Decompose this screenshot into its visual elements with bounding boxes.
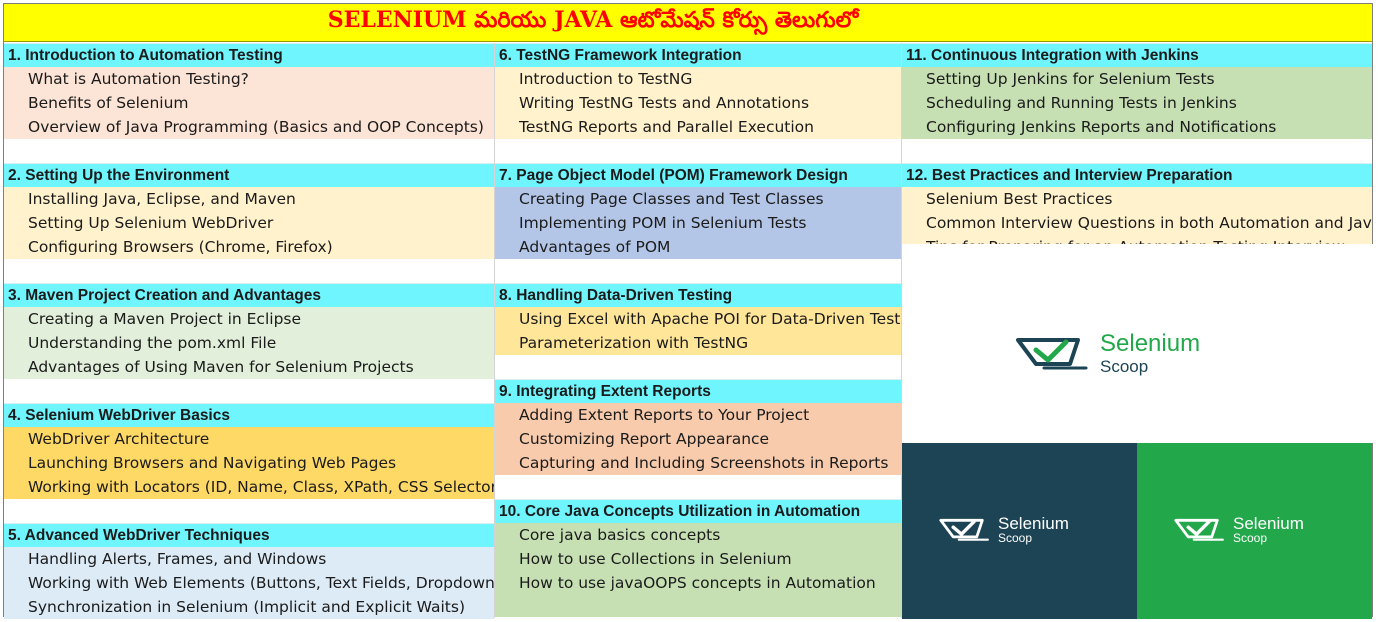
section-header: 10. Core Java Concepts Utilization in Au… [495, 499, 901, 523]
section-11: 11. Continuous Integration with Jenkins … [902, 43, 1372, 139]
list-item: Creating a Maven Project in Eclipse [4, 307, 494, 331]
section-5: 5. Advanced WebDriver Techniques Handlin… [4, 523, 494, 619]
list-item: Setting Up Selenium WebDriver [4, 211, 494, 235]
list-item: Writing TestNG Tests and Annotations [495, 91, 901, 115]
list-item: Setting Up Jenkins for Selenium Tests [902, 67, 1372, 91]
list-item: Installing Java, Eclipse, and Maven [4, 187, 494, 211]
selenium-check-icon [939, 518, 989, 541]
list-item: How to use javaOOPS concepts in Automati… [495, 571, 901, 595]
selenium-scoop-logo: Selenium Scoop [1014, 332, 1200, 375]
list-item: Introduction to TestNG [495, 67, 901, 91]
list-item: Benefits of Selenium [4, 91, 494, 115]
list-item: Capturing and Including Screenshots in R… [495, 451, 901, 475]
section-4: 4. Selenium WebDriver Basics WebDriver A… [4, 403, 494, 499]
list-item: Working with Web Elements (Buttons, Text… [4, 571, 494, 595]
list-item: Configuring Jenkins Reports and Notifica… [902, 115, 1372, 139]
list-item: Customizing Report Appearance [495, 427, 901, 451]
list-item: Understanding the pom.xml File [4, 331, 494, 355]
logo-word-scoop: Scoop [1100, 357, 1149, 376]
list-item: Advantages of Using Maven for Selenium P… [4, 355, 494, 379]
section-header: 4. Selenium WebDriver Basics [4, 403, 494, 427]
section-header: 11. Continuous Integration with Jenkins [902, 43, 1372, 67]
logo-word-selenium: Selenium [1233, 514, 1304, 533]
section-7: 7. Page Object Model (POM) Framework Des… [495, 163, 901, 259]
list-item: Selenium Best Practices [902, 187, 1372, 211]
section-header: 3. Maven Project Creation and Advantages [4, 283, 494, 307]
section-6: 6. TestNG Framework Integration Introduc… [495, 43, 901, 139]
section-1: 1. Introduction to Automation Testing Wh… [4, 43, 494, 139]
list-item: Core java basics concepts [495, 523, 901, 547]
section-header: 7. Page Object Model (POM) Framework Des… [495, 163, 901, 187]
column-divider [494, 43, 495, 618]
selenium-check-icon [1016, 337, 1088, 369]
list-item: Using Excel with Apache POI for Data-Dri… [495, 307, 901, 331]
list-item: Advantages of POM [495, 235, 901, 259]
column-divider [901, 43, 902, 618]
page-title: SELENIUM మరియు JAVA ఆటోమేషన్ కోర్సు తెలు… [4, 4, 1372, 42]
spreadsheet-sheet: SELENIUM మరియు JAVA ఆటోమేషన్ కోర్సు తెలు… [3, 3, 1374, 619]
list-item: Common Interview Questions in both Autom… [902, 211, 1372, 235]
list-item: What is Automation Testing? [4, 67, 494, 91]
logo-word-selenium: Selenium [998, 514, 1069, 533]
section-8: 8. Handling Data-Driven Testing Using Ex… [495, 283, 901, 355]
logo-tile-dark: Selenium Scoop [902, 443, 1137, 619]
filler-cell [495, 595, 901, 617]
selenium-scoop-logo: Selenium Scoop [1173, 515, 1304, 544]
list-item: Scheduling and Running Tests in Jenkins [902, 91, 1372, 115]
logo-word-selenium: Selenium [1100, 330, 1201, 357]
section-3: 3. Maven Project Creation and Advantages… [4, 283, 494, 379]
list-item: Working with Locators (ID, Name, Class, … [4, 475, 494, 499]
section-header: 6. TestNG Framework Integration [495, 43, 901, 67]
section-header: 9. Integrating Extent Reports [495, 379, 901, 403]
logo-panel-white: Selenium Scoop [902, 244, 1374, 443]
list-item: Creating Page Classes and Test Classes [495, 187, 901, 211]
selenium-check-icon [1174, 518, 1224, 541]
logo-word-scoop: Scoop [1233, 531, 1268, 545]
section-header: 2. Setting Up the Environment [4, 163, 494, 187]
list-item: Parameterization with TestNG [495, 331, 901, 355]
section-9: 9. Integrating Extent Reports Adding Ext… [495, 379, 901, 475]
list-item: Adding Extent Reports to Your Project [495, 403, 901, 427]
list-item: TestNG Reports and Parallel Execution [495, 115, 901, 139]
section-header: 1. Introduction to Automation Testing [4, 43, 494, 67]
section-10: 10. Core Java Concepts Utilization in Au… [495, 499, 901, 617]
list-item: Launching Browsers and Navigating Web Pa… [4, 451, 494, 475]
section-2: 2. Setting Up the Environment Installing… [4, 163, 494, 259]
list-item: How to use Collections in Selenium [495, 547, 901, 571]
selenium-scoop-logo: Selenium Scoop [938, 515, 1069, 544]
section-header: 8. Handling Data-Driven Testing [495, 283, 901, 307]
logo-word-scoop: Scoop [998, 531, 1033, 545]
list-item: Synchronization in Selenium (Implicit an… [4, 595, 494, 619]
list-item: Overview of Java Programming (Basics and… [4, 115, 494, 139]
list-item: Handling Alerts, Frames, and Windows [4, 547, 494, 571]
list-item: Implementing POM in Selenium Tests [495, 211, 901, 235]
list-item: Configuring Browsers (Chrome, Firefox) [4, 235, 494, 259]
list-item: WebDriver Architecture [4, 427, 494, 451]
logo-tile-green: Selenium Scoop [1137, 443, 1372, 619]
section-header: 12. Best Practices and Interview Prepara… [902, 163, 1372, 187]
section-header: 5. Advanced WebDriver Techniques [4, 523, 494, 547]
